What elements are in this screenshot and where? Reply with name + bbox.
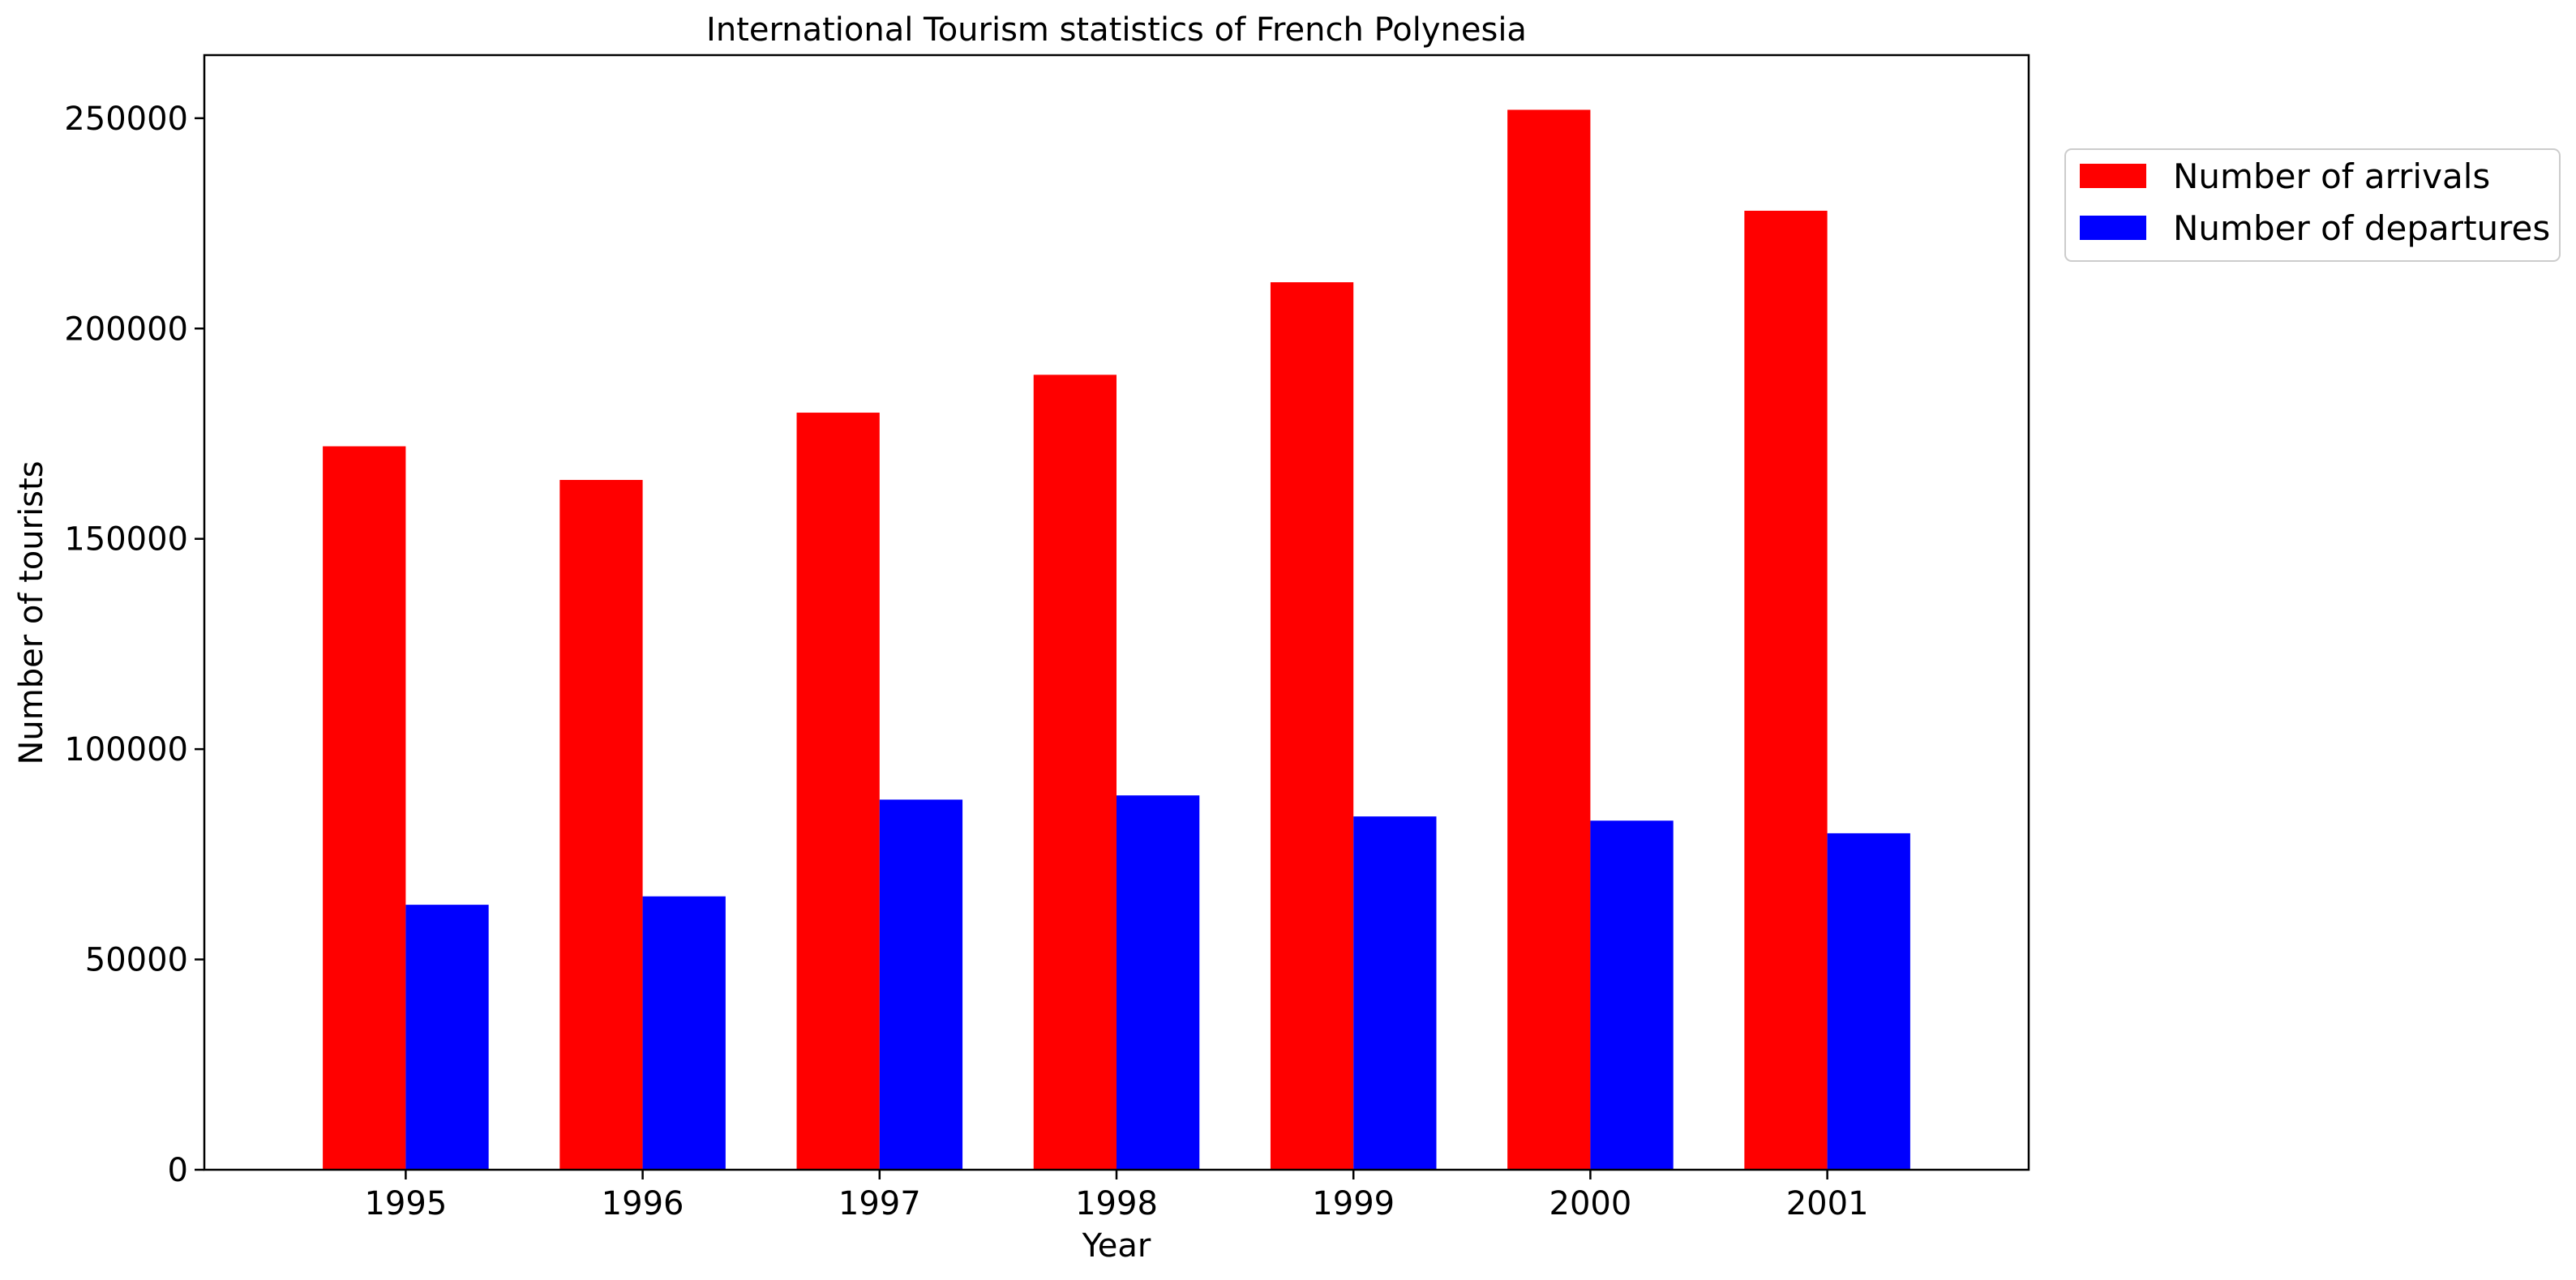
plot-frame — [203, 54, 2030, 1171]
bar-arrivals-1997 — [796, 413, 880, 1171]
x-tick-label: 1996 — [602, 1185, 684, 1222]
bar-arrivals-1995 — [323, 446, 406, 1170]
x-axis-ticks: 1995 1996 1997 1998 1999 2000 2001 — [364, 1170, 1869, 1222]
y-tick-label: 100000 — [64, 731, 188, 768]
bar-departures-1997 — [879, 799, 963, 1170]
x-tick-label: 1997 — [838, 1185, 921, 1222]
bar-arrivals-1998 — [1033, 375, 1117, 1171]
bar-departures-1998 — [1117, 795, 1200, 1170]
chart-title: International Tourism statistics of Fren… — [706, 11, 1527, 49]
bar-arrivals-2001 — [1744, 210, 1828, 1170]
bar-arrivals-1999 — [1270, 282, 1354, 1170]
y-axis-ticks: 0 50000 100000 150000 200000 250000 — [64, 101, 204, 1189]
x-tick-label: 2001 — [1786, 1185, 1869, 1222]
y-tick-label: 200000 — [64, 310, 188, 348]
bar-departures-1995 — [405, 905, 489, 1170]
y-tick-label: 50000 — [85, 942, 188, 979]
legend: Number of arrivals Number of departures — [2064, 148, 2561, 262]
legend-label-arrivals: Number of arrivals — [2173, 156, 2490, 196]
bar-departures-2000 — [1590, 820, 1674, 1170]
y-tick-label: 0 — [168, 1152, 188, 1189]
x-tick-label: 1999 — [1312, 1185, 1395, 1222]
x-axis-label: Year — [1082, 1227, 1151, 1265]
legend-frame — [2064, 148, 2561, 262]
bar-departures-2001 — [1827, 833, 1910, 1170]
bar-departures-1996 — [642, 896, 726, 1170]
x-tick-label: 1998 — [1075, 1185, 1158, 1222]
legend-label-departures: Number of departures — [2173, 208, 2550, 248]
legend-swatch-departures — [2080, 216, 2146, 240]
legend-swatch-arrivals — [2080, 164, 2146, 188]
x-tick-label: 1995 — [364, 1185, 447, 1222]
y-tick-label: 250000 — [64, 101, 188, 138]
bar-arrivals-2000 — [1507, 109, 1591, 1170]
bar-arrivals-1996 — [559, 480, 643, 1170]
y-axis-label: Number of tourists — [13, 460, 50, 764]
bars-group — [323, 109, 1910, 1171]
y-tick-label: 150000 — [64, 521, 188, 559]
bar-departures-1999 — [1353, 816, 1437, 1170]
x-tick-label: 2000 — [1549, 1185, 1632, 1222]
